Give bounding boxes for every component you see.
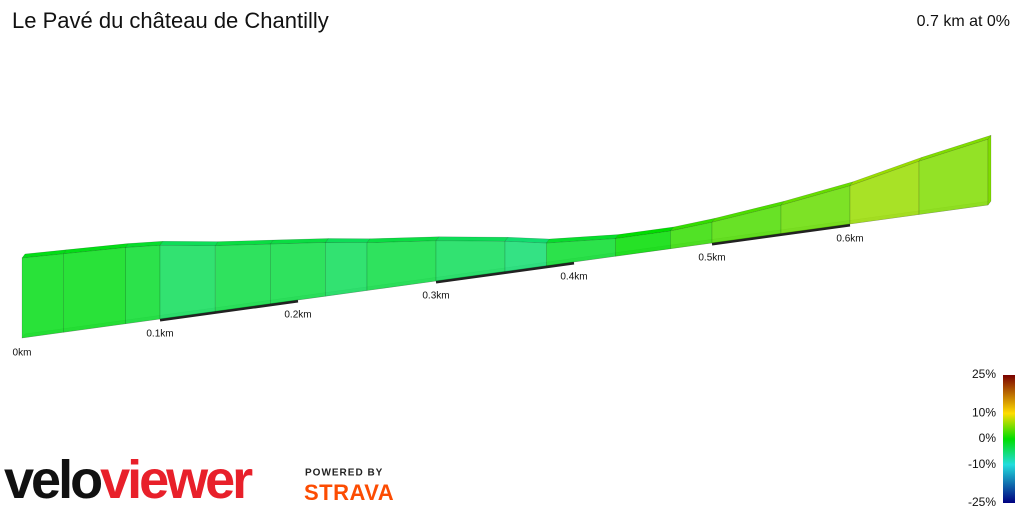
segment [325,242,368,297]
colorbar-label: -10% [968,457,996,471]
x-tick-label: 0.1km [146,329,173,340]
segment-top [159,240,219,246]
logo: veloviewer [4,450,253,510]
colorbar-label: -25% [968,495,996,509]
logo-velo: velo [4,450,101,510]
colorbar [1003,375,1015,503]
chart-subtitle: 0.7 km at 0% [917,13,1010,30]
strava: STRAVA [304,480,394,505]
segment [21,253,64,339]
logo-viewer: viewer [100,450,253,510]
x-tick-label: 0.2km [284,310,311,321]
x-tick-label: 0.4km [560,272,587,283]
distance-band [711,223,851,246]
segment [918,138,989,215]
distance-band [159,299,299,322]
x-tick-label: 0.3km [422,291,449,302]
colorbar-label: 25% [972,367,996,381]
colorbar-label: 10% [972,406,996,420]
x-tick-label: 0km [13,348,32,359]
end-face [987,134,992,206]
segment [63,247,126,333]
powered-by: POWERED BY [305,468,383,479]
x-tick-label: 0.6km [836,234,863,245]
segment [546,238,616,267]
segment [214,243,271,312]
segment [125,244,161,325]
distance-band [435,261,575,284]
x-tick-label: 0.5km [698,253,725,264]
segment [159,244,216,320]
chart-title: Le Pavé du château de Chantilly [12,8,329,33]
segment-top [325,238,371,244]
colorbar-label: 0% [979,431,997,445]
segment [366,240,437,291]
segment [270,242,326,305]
